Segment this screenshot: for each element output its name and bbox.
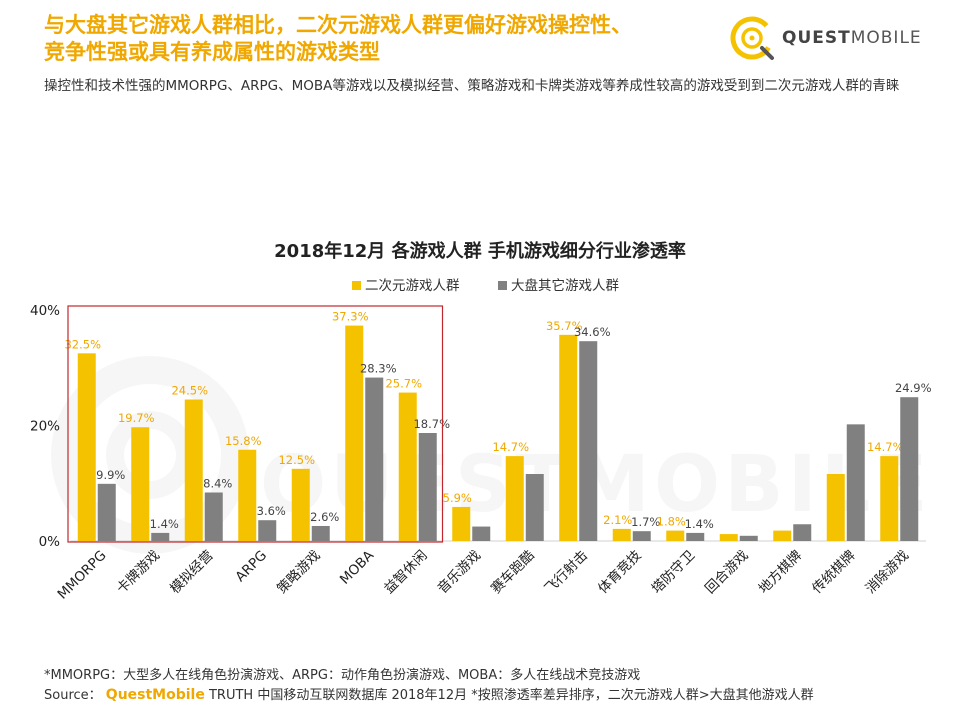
- subtitle: 操控性和技术性强的MMORPG、ARPG、MOBA等游戏以及模拟经营、策略游戏和…: [44, 78, 900, 94]
- data-label: 34.6%: [574, 325, 611, 339]
- bar: [559, 334, 578, 541]
- category-label: 模拟经营: [167, 548, 216, 597]
- y-tick-label: 0%: [39, 534, 61, 550]
- category-label: ARPG: [232, 548, 270, 586]
- bar: [131, 427, 150, 541]
- data-label: 12.5%: [278, 453, 315, 467]
- headline-line-1: 与大盘其它游戏人群相比，二次元游戏人群更偏好游戏操控性、: [44, 13, 632, 37]
- bar: [452, 506, 471, 541]
- bar: [846, 424, 865, 541]
- bar: [880, 456, 899, 541]
- data-label: 3.6%: [257, 504, 286, 518]
- questmobile-logo-icon: [730, 16, 774, 60]
- data-label: 8.4%: [203, 476, 232, 490]
- bar: [204, 492, 223, 541]
- footnote: *MMORPG：大型多人在线角色扮演游戏、ARPG：动作角色扮演游戏、MOBA：…: [44, 668, 641, 683]
- category-label: 回合游戏: [702, 548, 751, 597]
- legend-swatch: [352, 281, 361, 290]
- bar: [686, 532, 705, 541]
- bar: [77, 353, 96, 541]
- bar: [184, 399, 203, 541]
- data-label: 2.6%: [310, 510, 339, 524]
- category-label: 卡牌游戏: [113, 547, 163, 597]
- y-tick-label: 20%: [30, 419, 60, 435]
- data-label: 15.8%: [225, 434, 262, 448]
- bar: [525, 474, 544, 541]
- bar: [258, 520, 277, 541]
- data-label: 35.7%: [546, 319, 583, 333]
- data-label: 18.7%: [413, 417, 450, 431]
- data-label: 1.4%: [685, 517, 714, 531]
- data-label: 28.3%: [360, 362, 397, 376]
- bar: [151, 532, 170, 541]
- data-label: 5.9%: [443, 491, 472, 505]
- data-label: 1.4%: [150, 517, 179, 531]
- chart-title: 2018年12月 各游戏人群 手机游戏细分行业渗透率: [274, 240, 686, 262]
- bar: [418, 433, 437, 541]
- bar: [612, 528, 631, 541]
- category-label: 益智休闲: [381, 548, 430, 597]
- category-label: 赛车跑酷: [487, 546, 538, 597]
- bar: [311, 525, 330, 541]
- bar: [719, 534, 738, 541]
- source-brand: QuestMobile: [105, 687, 205, 703]
- bar: [773, 530, 792, 541]
- data-label: 24.9%: [895, 381, 932, 395]
- category-label: 音乐游戏: [434, 547, 484, 597]
- logo-text: QUESTMOBILE: [782, 28, 922, 48]
- category-label: MOBA: [337, 547, 378, 588]
- category-label: 地方棋牌: [755, 547, 805, 597]
- bar: [472, 526, 491, 541]
- data-label: 37.3%: [332, 310, 369, 324]
- bar: [505, 456, 524, 541]
- headline: 与大盘其它游戏人群相比，二次元游戏人群更偏好游戏操控性、 竞争性强或具有养成属性…: [44, 12, 704, 66]
- bar: [291, 468, 310, 541]
- bar: [365, 377, 384, 541]
- y-tick-label: 40%: [30, 303, 60, 319]
- data-label: 14.7%: [867, 440, 904, 454]
- data-label: 9.9%: [96, 468, 125, 482]
- source-line: Source： QuestMobile TRUTH 中国移动互联网数据库 201…: [44, 684, 814, 703]
- bar: [345, 325, 364, 541]
- source-rest: TRUTH 中国移动互联网数据库 2018年12月 *按照渗透率差异排序，二次元…: [204, 688, 814, 703]
- data-label: 1.8%: [657, 515, 686, 529]
- bar: [666, 530, 685, 541]
- category-label: 塔防守卫: [649, 548, 698, 597]
- logo-text-strong: QUEST: [782, 28, 851, 48]
- data-label: 2.1%: [603, 513, 632, 527]
- category-label: 策略游戏: [273, 547, 323, 597]
- brand-logo: QUESTMOBILE: [728, 14, 928, 62]
- category-label: 飞行射击: [542, 548, 591, 597]
- data-label: 19.7%: [118, 411, 155, 425]
- bar: [579, 341, 598, 541]
- data-label: 24.5%: [171, 384, 208, 398]
- data-label: 14.7%: [492, 440, 529, 454]
- legend-label: 大盘其它游戏人群: [511, 277, 619, 294]
- category-label: 传统棋牌: [808, 547, 858, 597]
- bar: [739, 535, 758, 541]
- bar: [632, 531, 651, 541]
- legend-swatch: [498, 281, 507, 290]
- bar: [238, 449, 257, 541]
- bar: [398, 392, 417, 541]
- bar: [97, 483, 116, 541]
- logo-text-light: MOBILE: [850, 28, 922, 48]
- category-label: 体育竞技: [594, 546, 645, 597]
- data-label: 25.7%: [385, 377, 422, 391]
- highlight-box: [67, 305, 444, 543]
- data-label: 32.5%: [64, 337, 101, 351]
- source-prefix: Source：: [44, 688, 102, 703]
- data-label: 1.7%: [631, 515, 660, 529]
- category-label: 消除游戏: [863, 548, 912, 597]
- bar: [826, 474, 845, 541]
- legend-label: 二次元游戏人群: [365, 278, 460, 294]
- category-label: MMORPG: [54, 548, 109, 603]
- bar: [900, 397, 919, 541]
- bar: [793, 524, 812, 541]
- headline-line-2: 竞争性强或具有养成属性的游戏类型: [44, 40, 380, 64]
